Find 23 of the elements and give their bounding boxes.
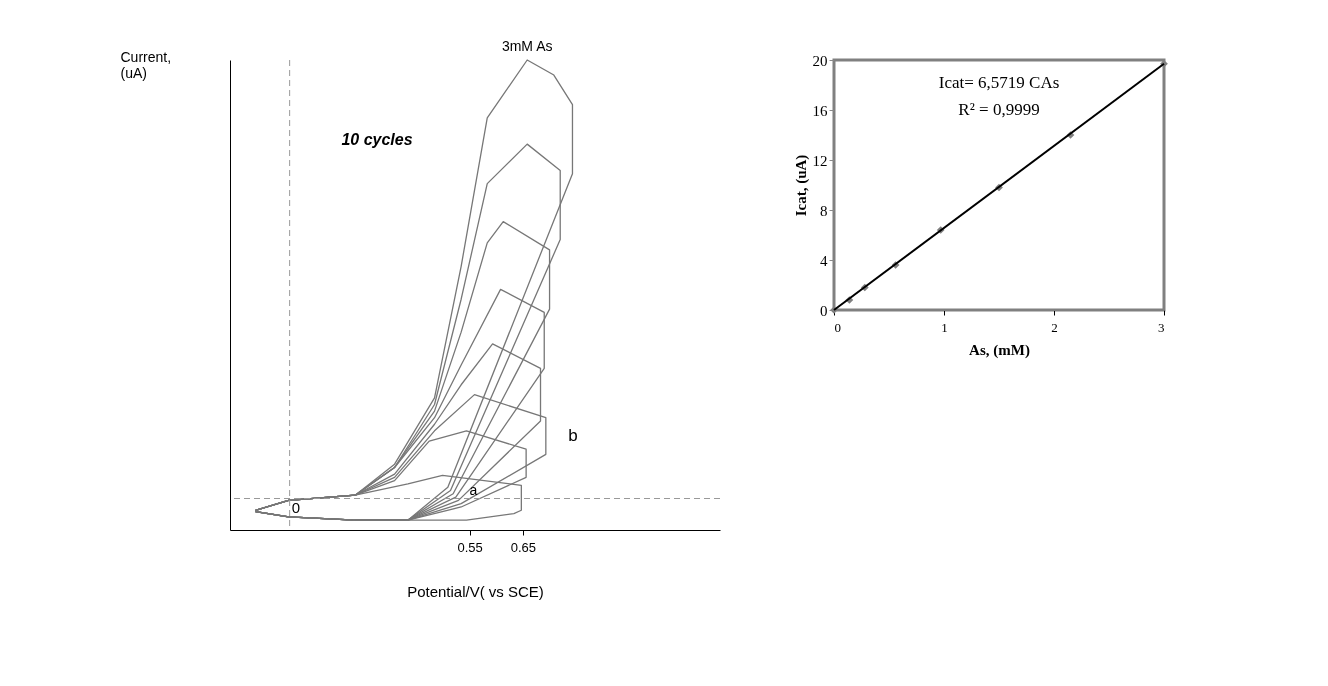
y-axis-title: Icat, (uA) (792, 154, 810, 217)
x-tick-label: 0 (834, 319, 841, 335)
x-tick-label: 0.65 (510, 539, 537, 555)
annotation: b (568, 426, 578, 445)
x-tick-label: 2 (1051, 319, 1058, 335)
y-tick-label: 20 (812, 52, 828, 69)
x-tick-label: 1 (941, 319, 948, 335)
ref-line-label: 0 (291, 498, 300, 516)
y-tick-label: 12 (812, 152, 828, 169)
x-tick-label: 3 (1158, 319, 1165, 335)
annotation: Icat= 6,5719 CAs (938, 72, 1060, 92)
y-tick-label: 4 (820, 252, 828, 269)
x-axis-title: As, (mM) (969, 341, 1030, 359)
x-tick-label: 0.55 (457, 539, 483, 555)
annotation: a (469, 481, 478, 498)
annotation: 10 cycles (341, 130, 413, 148)
annotation: 3mM As (501, 38, 553, 54)
y-tick-label: 8 (820, 202, 828, 219)
annotation: R² = 0,9999 (958, 100, 1040, 119)
x-axis-title: Potential/V( vs SCE) (407, 582, 544, 600)
y-tick-label: 16 (812, 102, 828, 119)
y-axis-title: Current, (uA) (120, 48, 172, 81)
y-tick-label: 0 (820, 302, 828, 319)
